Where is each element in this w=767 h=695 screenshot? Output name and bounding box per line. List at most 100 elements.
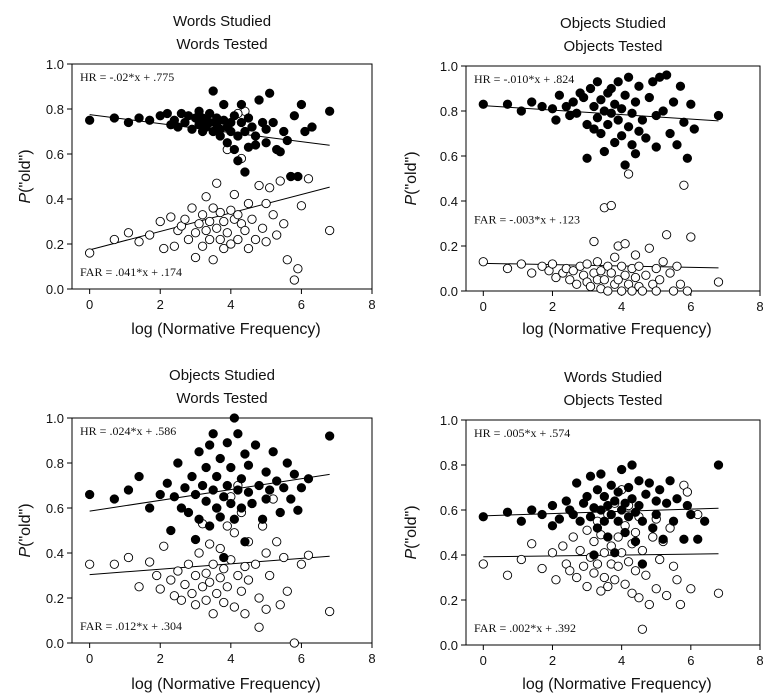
- hit-rate-point: [634, 81, 644, 91]
- false-alarm-point: [672, 261, 682, 271]
- false-alarm-point: [264, 570, 275, 581]
- hit-rate-point: [561, 101, 571, 112]
- hit-rate-point: [592, 77, 603, 87]
- false-alarm-point: [661, 230, 672, 240]
- hit-rate-point: [700, 516, 710, 526]
- false-alarm-point: [208, 255, 218, 265]
- hit-rate-point: [689, 124, 699, 134]
- x-tick-label: 0: [86, 297, 93, 312]
- false-alarm-point: [630, 566, 641, 576]
- false-alarm-point: [668, 286, 679, 296]
- false-alarm-point: [229, 528, 240, 538]
- false-alarm-point: [675, 599, 686, 610]
- false-alarm-point: [627, 588, 637, 598]
- y-tick-label: 0.2: [440, 239, 458, 254]
- y-tick-label: 0.0: [46, 282, 64, 297]
- false-alarm-point: [215, 207, 225, 218]
- hit-rate-point: [233, 429, 243, 439]
- hit-rate-point: [201, 462, 211, 473]
- hit-rate-point: [240, 167, 250, 177]
- hit-rate-point: [247, 498, 257, 509]
- y-tick-label: 0.4: [46, 546, 64, 561]
- x-tick-label: 2: [157, 651, 164, 666]
- hit-rate-point: [572, 108, 582, 118]
- false-alarm-point: [229, 602, 240, 612]
- y-tick-label: 0.6: [46, 147, 64, 162]
- hit-rate-point: [641, 133, 651, 143]
- hit-rate-point: [644, 92, 654, 103]
- false-alarm-point: [250, 234, 261, 245]
- hr-equation-label: HR = .024*x + .586: [80, 424, 176, 438]
- false-alarm-point: [222, 582, 232, 592]
- hit-rate-point: [585, 471, 596, 481]
- hit-rate-point: [637, 115, 648, 125]
- hit-rate-point: [686, 509, 696, 520]
- chart-panel-2: Objects Studied Objects Tested 0.0 0.2 0.4 0.…: [403, 15, 764, 338]
- x-tick-label: 8: [756, 299, 763, 314]
- false-alarm-point: [279, 552, 289, 563]
- chart-title-line-1: Objects Studied: [560, 15, 666, 32]
- false-alarm-point: [123, 228, 134, 238]
- hit-rate-point: [606, 83, 616, 94]
- false-alarm-point: [620, 579, 630, 589]
- false-alarm-point: [606, 268, 616, 278]
- y-tick-label: 0.8: [440, 104, 458, 119]
- hit-rate-point: [630, 97, 641, 107]
- hit-rate-point: [243, 113, 254, 123]
- false-alarm-point: [537, 563, 547, 574]
- false-alarm-point: [589, 236, 599, 247]
- x-axis-label: log (Normative Frequency): [522, 676, 711, 693]
- false-alarm-point: [596, 586, 606, 596]
- hit-rate-point: [627, 494, 637, 504]
- hit-rate-point: [661, 498, 672, 508]
- hit-rate-point: [596, 95, 606, 105]
- false-alarm-point: [159, 243, 169, 254]
- hit-rate-point: [233, 156, 243, 166]
- hit-rate-point: [303, 474, 314, 484]
- hit-rate-point: [547, 104, 558, 114]
- hit-rate-point: [613, 487, 623, 497]
- hit-rate-point: [620, 527, 630, 538]
- false-alarm-point: [215, 573, 225, 583]
- hit-rate-point: [109, 494, 120, 504]
- false-alarm-point: [527, 539, 537, 549]
- y-axis-label: P("old"): [17, 149, 34, 203]
- false-alarm-point: [634, 593, 644, 603]
- false-alarm-point: [194, 219, 204, 229]
- hit-rate-point: [109, 113, 120, 123]
- false-alarm-point: [527, 268, 537, 278]
- false-alarm-point: [201, 192, 211, 202]
- hit-rate-point: [261, 467, 271, 477]
- hit-rate-point: [208, 429, 218, 439]
- false-alarm-point: [254, 593, 264, 603]
- x-tick-label: 2: [549, 299, 556, 314]
- hit-rate-point: [679, 534, 689, 544]
- hit-rate-point: [592, 523, 603, 533]
- false-alarm-point: [713, 588, 724, 598]
- false-alarm-point: [272, 230, 282, 240]
- false-alarm-point: [630, 527, 641, 538]
- hit-rate-point: [293, 171, 303, 182]
- hit-rate-point: [589, 550, 599, 560]
- hit-rate-point: [261, 138, 271, 148]
- y-tick-label: 0.4: [46, 192, 64, 207]
- hit-rate-point: [637, 516, 648, 526]
- hit-rate-point: [229, 514, 240, 524]
- false-alarm-point: [261, 548, 271, 558]
- hit-rate-point: [169, 492, 180, 502]
- y-tick-label: 0.2: [440, 593, 458, 608]
- hit-rate-point: [713, 460, 724, 470]
- chart-panel-3: Objects Studied Words Tested 0.0 0.2 0.4 0.6 0…: [17, 367, 376, 693]
- hit-rate-point: [603, 532, 613, 542]
- false-alarm-point: [478, 559, 488, 569]
- false-alarm-point: [201, 595, 211, 605]
- false-alarm-point: [243, 243, 254, 254]
- y-tick-label: 1.0: [440, 59, 458, 74]
- y-tick-label: 0.6: [440, 503, 458, 518]
- chart-panel-4: Words Studied Objects Tested 0.0 0.2 0.4 0.6 0…: [403, 369, 764, 693]
- false-alarm-point: [637, 286, 648, 296]
- hit-rate-point: [219, 552, 229, 563]
- false-alarm-point: [268, 210, 278, 220]
- false-alarm-point: [303, 550, 314, 560]
- hit-rate-point: [554, 90, 565, 100]
